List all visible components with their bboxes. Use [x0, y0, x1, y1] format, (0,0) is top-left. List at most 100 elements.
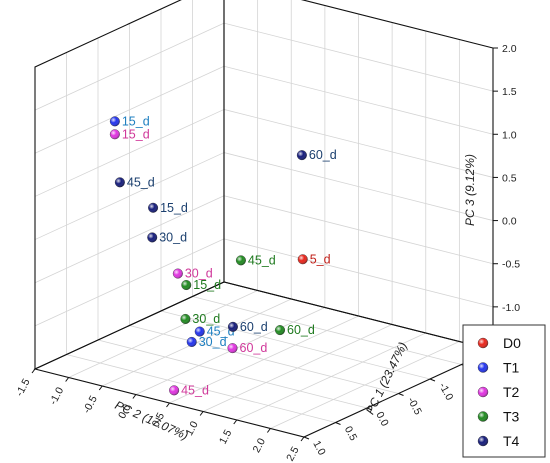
- x-axis-tick-label: 2.0: [251, 436, 269, 455]
- y-axis-tick: [429, 378, 436, 382]
- data-point-label: 15_d: [122, 114, 150, 128]
- legend-entry-t1: T1: [477, 360, 520, 376]
- data-point-label: 45_d: [207, 325, 235, 339]
- chart-gridlines: [34, 0, 494, 438]
- data-point-shading: [194, 326, 205, 337]
- data-point-d0: 5_d: [297, 252, 331, 266]
- y-axis-tick-label: 0.5: [342, 424, 360, 443]
- x-axis-tick: [266, 428, 271, 433]
- data-point-shading: [236, 255, 246, 266]
- x-axis-tick-label: -1.0: [47, 385, 66, 407]
- x-axis-tick-label: -1.5: [14, 377, 33, 399]
- data-points: 5_d0_d15_d45_d30_d15_d30_d60_d45_d45_d15…: [109, 114, 521, 397]
- data-point-label: 15_d: [122, 127, 150, 141]
- data-point-label: 5_d: [310, 252, 331, 266]
- data-point-shading: [115, 177, 125, 188]
- z-axis-tick-label: -0.5: [502, 259, 520, 271]
- z-axis-tick-label: 2.0: [502, 43, 517, 55]
- back-wall-gridline-z: [223, 109, 494, 178]
- legend-label: T3: [503, 409, 520, 425]
- left-wall-frame: [34, 0, 225, 370]
- legend-label: T1: [503, 360, 520, 376]
- data-point-label: 45_d: [127, 175, 155, 189]
- y-axis-tick-label: -1.0: [436, 381, 455, 403]
- floor-gridline-y: [129, 325, 399, 394]
- chart-frame: [33, 0, 495, 438]
- floor-gridline-y: [160, 310, 431, 380]
- data-point-shading: [110, 116, 120, 127]
- y-axis-tick: [366, 407, 373, 411]
- left-wall-gridline-z: [34, 65, 225, 154]
- x-axis-tick: [166, 402, 170, 408]
- data-point-shading: [186, 337, 197, 347]
- data-point-label: 30_d: [192, 312, 220, 326]
- data-point-t2: 30_d: [172, 267, 213, 281]
- data-point-shading: [169, 385, 179, 396]
- y-axis-tick-label: -0.5: [405, 395, 424, 417]
- x-axis-tick: [300, 436, 305, 442]
- back-wall-gridline-z: [223, 152, 494, 221]
- data-point-t1: 15_d: [109, 114, 150, 128]
- data-point-t3: 15_d: [181, 278, 221, 292]
- x-axis-tick: [31, 368, 36, 374]
- data-point-shading: [181, 280, 192, 290]
- legend-label: T2: [503, 384, 520, 400]
- x-axis-tick: [65, 377, 70, 382]
- data-point-shading: [147, 232, 158, 243]
- x-axis-tick: [233, 419, 238, 425]
- z-axis-title: PC 3 (9.12%): [463, 154, 477, 226]
- z-axis-tick-label: 0.0: [502, 216, 517, 228]
- legend-label: T4: [503, 433, 520, 449]
- data-point-shading: [297, 254, 308, 265]
- legend-marker-shading: [478, 362, 488, 373]
- legend-entry-t2: T2: [477, 384, 520, 400]
- data-point-shading: [148, 202, 158, 213]
- z-axis-tick-label: 1.0: [502, 129, 517, 141]
- x-axis-tick-label: -0.5: [81, 394, 100, 416]
- y-axis-tick: [335, 422, 341, 425]
- floor-gridline-y: [97, 339, 368, 409]
- data-point-t2: 15_d: [109, 127, 150, 141]
- left-wall-gridline-z: [34, 109, 225, 197]
- floor-gridline-y: [66, 354, 336, 423]
- legend-marker-shading: [478, 436, 488, 446]
- data-point-t1: 45_d: [194, 325, 235, 339]
- data-point-t2: 45_d: [169, 383, 209, 397]
- legend-box: [462, 324, 546, 458]
- legend-label: D0: [503, 335, 521, 351]
- x-axis-tick: [199, 411, 204, 416]
- data-point-label: 45_d: [181, 383, 209, 397]
- data-point-t3: 30_d: [180, 312, 220, 326]
- data-point-t2: 60_d: [227, 341, 268, 355]
- data-point-label: 60_d: [240, 341, 268, 355]
- back-wall-gridline-z: [223, 238, 494, 308]
- data-point-shading: [227, 343, 238, 353]
- z-axis-tick-label: 1.5: [502, 86, 517, 98]
- legend-entry-t4: T4: [477, 433, 520, 449]
- data-point-label: 60_d: [287, 323, 315, 337]
- x-axis-tick: [98, 385, 103, 391]
- legend-marker-shading: [478, 387, 488, 397]
- data-point-t4: 30_d: [147, 230, 187, 244]
- data-point-t4: 60_d: [227, 320, 268, 334]
- back-wall-gridline-z: [223, 22, 494, 92]
- legend-marker-shading: [478, 338, 488, 348]
- data-point-shading: [297, 150, 307, 160]
- data-point-shading: [228, 322, 238, 332]
- left-wall-gridline-z: [34, 22, 225, 111]
- back-wall-gridline-z: [223, 65, 494, 135]
- data-point-t4: 15_d: [148, 201, 188, 215]
- x-axis-tick-label: 1.5: [217, 428, 235, 447]
- data-point-t4: 60_d: [296, 148, 337, 162]
- back-wall-gridline-z: [223, 195, 494, 265]
- z-axis-tick-label: -1.0: [502, 302, 520, 314]
- legend-entry-t3: T3: [477, 409, 520, 425]
- data-point-shading: [173, 268, 183, 279]
- floor-gridline-y: [192, 296, 462, 365]
- x-axis-tick-label: 2.5: [284, 445, 302, 463]
- z-axis-tick-label: 0.5: [502, 172, 517, 184]
- left-wall-gridline-z: [34, 152, 225, 240]
- data-point-t1: 30_d: [186, 335, 227, 349]
- data-point-label: 60_d: [240, 320, 268, 334]
